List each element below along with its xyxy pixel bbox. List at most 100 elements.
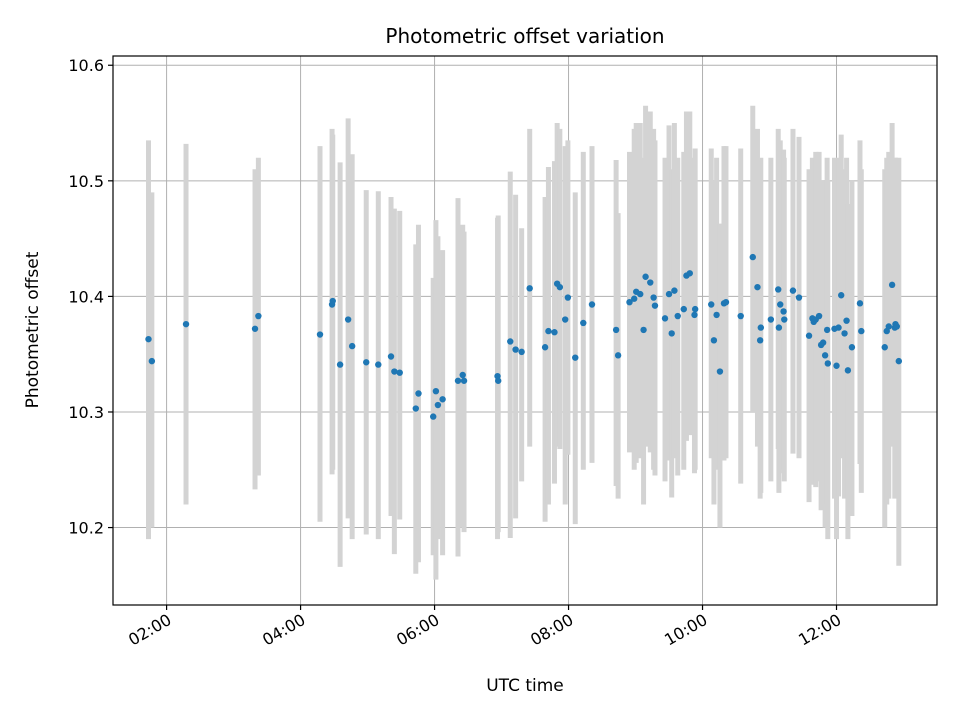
y-tick-label: 10.3 <box>68 403 104 422</box>
data-point <box>551 329 558 336</box>
data-point <box>668 330 675 337</box>
data-point <box>626 298 633 306</box>
data-point <box>885 323 892 330</box>
data-point <box>518 348 525 356</box>
data-point <box>396 369 403 376</box>
data-point <box>541 344 549 351</box>
data-point <box>495 377 502 384</box>
data-point <box>775 286 782 293</box>
data-point <box>661 315 669 322</box>
data-point <box>781 316 788 323</box>
data-point <box>777 301 784 308</box>
data-point <box>564 294 572 301</box>
data-point <box>651 302 659 309</box>
data-point <box>737 312 744 320</box>
data-point <box>561 316 569 323</box>
data-point <box>439 396 446 403</box>
data-point <box>674 312 681 320</box>
data-point <box>821 352 829 359</box>
data-point <box>348 342 356 350</box>
data-point <box>844 367 852 374</box>
data-point <box>637 290 644 298</box>
data-point <box>835 324 842 331</box>
data-point <box>642 273 649 280</box>
data-point <box>630 295 638 302</box>
y-tick-label: 10.2 <box>68 519 104 538</box>
data-point <box>415 390 422 397</box>
data-point <box>336 361 344 368</box>
y-axis-ticks: 10.2 10.3 10.4 10.5 10.6 <box>68 56 113 538</box>
x-axis-label: UTC time <box>486 676 564 696</box>
data-point <box>329 297 336 305</box>
data-point <box>680 305 687 313</box>
data-point <box>893 323 901 330</box>
data-point <box>556 283 564 291</box>
data-point <box>650 294 657 301</box>
data-point <box>819 339 827 346</box>
data-point <box>580 319 587 327</box>
data-point <box>614 352 622 359</box>
data-point <box>710 337 718 344</box>
data-point <box>833 362 840 369</box>
data-point <box>145 335 152 343</box>
data-point <box>671 287 678 294</box>
data-point <box>858 327 865 335</box>
data-point <box>722 298 730 306</box>
y-tick-label: 10.4 <box>68 287 104 306</box>
data-point <box>795 294 803 301</box>
data-point <box>434 401 442 409</box>
data-point <box>387 353 395 360</box>
data-point <box>716 368 724 375</box>
data-point <box>430 413 437 420</box>
data-point <box>391 368 398 375</box>
data-point <box>767 316 775 323</box>
data-point <box>708 301 715 308</box>
data-point <box>588 301 596 308</box>
data-point <box>459 371 466 379</box>
data-point <box>691 305 699 313</box>
data-point <box>640 326 647 334</box>
data-point <box>749 253 756 261</box>
data-point <box>686 270 693 277</box>
data-point <box>665 290 673 298</box>
data-point <box>316 331 324 338</box>
data-point <box>691 311 698 319</box>
data-point <box>856 300 864 307</box>
data-point <box>881 344 888 351</box>
data-point <box>460 377 468 384</box>
chart-title: Photometric offset variation <box>385 24 664 48</box>
data-point <box>572 354 579 361</box>
y-axis-label: Photometric offset <box>23 251 43 408</box>
data-point <box>895 357 903 365</box>
data-point <box>789 287 797 294</box>
data-point <box>612 326 620 334</box>
data-point <box>815 312 823 320</box>
data-point <box>251 325 259 332</box>
data-point <box>507 338 514 345</box>
data-point <box>780 308 787 315</box>
plot-area-frame <box>112 55 938 606</box>
data-point <box>824 360 832 367</box>
y-tick-label: 10.5 <box>68 172 104 191</box>
data-point <box>823 326 831 334</box>
data-point <box>841 330 848 337</box>
data-point <box>344 316 352 323</box>
data-point <box>454 377 462 384</box>
data-point <box>713 311 720 319</box>
data-point <box>363 359 370 366</box>
data-point <box>432 387 440 395</box>
data-point <box>375 361 382 368</box>
data-point <box>647 279 654 286</box>
y-tick-label: 10.6 <box>68 56 104 75</box>
data-point <box>148 357 156 365</box>
data-point <box>754 283 761 291</box>
data-point <box>848 344 856 351</box>
data-point <box>775 324 783 331</box>
data-point <box>757 324 765 331</box>
data-point <box>412 405 420 412</box>
data-points <box>145 253 903 420</box>
data-point <box>756 337 764 344</box>
data-point <box>805 332 813 339</box>
data-point <box>843 317 850 324</box>
